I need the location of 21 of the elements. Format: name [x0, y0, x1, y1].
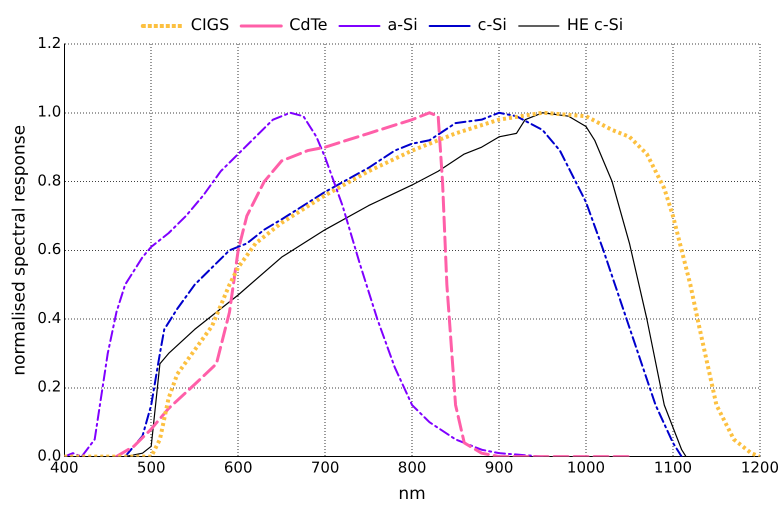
- legend-label: CdTe: [289, 15, 328, 34]
- x-tick-label: 500: [136, 458, 166, 476]
- y-tick-label: 1.0: [37, 102, 62, 121]
- legend-label: a-Si: [387, 15, 418, 34]
- x-tick-label: 600: [224, 458, 252, 476]
- x-tick-label: 1100: [654, 458, 692, 476]
- legend-label: c-Si: [478, 15, 507, 34]
- x-tick-label: 900: [484, 458, 514, 476]
- y-axis-title: normalised spectral response: [10, 124, 30, 376]
- y-tick-label: 1.2: [37, 34, 62, 52]
- legend-label: HE c-Si: [566, 15, 624, 34]
- x-axis-title: nm: [398, 484, 426, 504]
- x-tick-label: 1200: [740, 458, 780, 476]
- y-tick-label: 0.8: [37, 171, 62, 190]
- x-tick-label: 700: [310, 458, 340, 476]
- x-tick-label: 800: [398, 458, 426, 476]
- y-tick-label: 0.2: [37, 378, 62, 396]
- y-tick-label: 0.6: [37, 240, 62, 258]
- y-tick-label: 0.4: [37, 308, 62, 327]
- legend-label: CIGS: [190, 15, 230, 34]
- x-tick-label: 1000: [566, 458, 606, 476]
